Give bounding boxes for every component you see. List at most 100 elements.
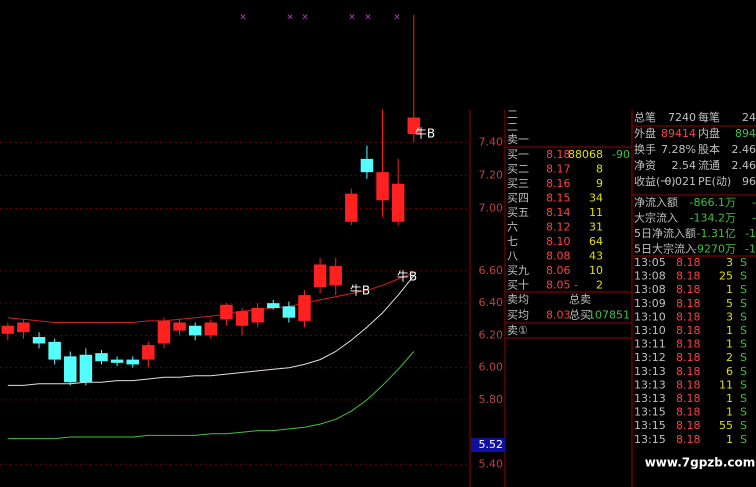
tick-side: S	[740, 406, 747, 419]
tick-price: 8.18	[676, 338, 701, 351]
candle-body	[220, 304, 233, 320]
tick-volume: 1	[726, 324, 733, 337]
buy-volume: 11	[589, 206, 603, 219]
buy-label: 买二	[507, 163, 529, 176]
candle-body	[142, 345, 155, 360]
tick-time: 13:13	[634, 392, 666, 405]
buy-label: 买五	[507, 206, 529, 219]
buy-price: 8.05 -	[546, 279, 578, 292]
stat-value: 894	[735, 127, 756, 140]
tick-time: 13:10	[634, 310, 666, 323]
flow-label: 净流入额	[634, 195, 678, 209]
marker: ×	[239, 13, 247, 23]
summary-label: 买均	[507, 309, 529, 322]
tick-volume: 1	[726, 283, 733, 296]
buy-price: 8.15	[546, 192, 571, 205]
buy-price: 8.18	[546, 148, 571, 161]
markers: × × × × × ×	[239, 13, 401, 23]
buy-label: 七	[507, 235, 518, 248]
buy-volume: 43	[589, 250, 603, 263]
tick-time: 13:09	[634, 297, 666, 310]
y-tick-label: 6.60	[479, 264, 504, 277]
stat-value: 2.54	[672, 159, 697, 172]
tick-time: 13:15	[634, 433, 666, 446]
tick-price: 8.18	[676, 392, 701, 405]
tick-volume: 3	[726, 256, 733, 269]
candle-body	[376, 172, 389, 201]
buy-price: 8.14	[546, 206, 571, 219]
candle-body	[329, 266, 342, 286]
y-tick-label: 5.40	[479, 457, 504, 470]
buy-volume: 88068	[568, 148, 603, 161]
tick-volume: 3	[726, 310, 733, 323]
tick-side: S	[740, 419, 747, 432]
flow-value: -9270万	[693, 243, 736, 256]
candle-body	[267, 303, 280, 308]
y-tick-label: 7.40	[479, 135, 504, 148]
y-tick-label: 7.00	[479, 202, 504, 215]
tick-volume: 1	[726, 392, 733, 405]
current-price-box	[471, 438, 505, 453]
marker: ×	[286, 13, 294, 23]
buy-label: 买一	[507, 148, 529, 161]
buy-price: 8.12	[546, 221, 571, 234]
buy-volume: 10	[589, 264, 603, 277]
flow-value: -1.31亿	[697, 227, 736, 240]
tick-volume: 25	[719, 270, 733, 283]
tick-volume: 2	[726, 351, 733, 364]
stat-value: 2.46	[732, 159, 756, 172]
tick-volume: 55	[719, 419, 733, 432]
candle-body	[79, 354, 93, 383]
tick-side: S	[740, 256, 747, 269]
buy-volume: 9	[596, 177, 603, 190]
moving-average	[7, 275, 415, 386]
candle-body	[204, 322, 218, 336]
tick-price: 8.18	[676, 378, 701, 391]
buy-label: 买四	[507, 192, 529, 205]
buy-price: 8.06	[546, 264, 571, 277]
tick-time: 13:15	[634, 406, 666, 419]
tick-volume: 1	[726, 433, 733, 446]
tick-time: 13:11	[634, 338, 666, 351]
candle-body	[313, 264, 327, 288]
chart-panel	[0, 14, 470, 226]
tick-side: S	[740, 351, 747, 364]
stat-label: 每笔	[698, 110, 720, 124]
flow-value: -1	[745, 243, 756, 256]
annotation: 牛B	[415, 126, 435, 141]
candle-body	[95, 353, 108, 362]
tick-side: S	[740, 433, 747, 446]
tick-price: 8.18	[676, 270, 701, 283]
flow-label: 5日大宗流入	[634, 242, 696, 256]
buy-price: 8.16	[546, 177, 571, 190]
watermark: www.7gpzb.com	[645, 456, 756, 470]
tick-side: S	[740, 324, 747, 337]
tick-price: 8.18	[676, 365, 701, 378]
candle-body	[17, 322, 30, 333]
candle-body	[407, 117, 421, 135]
buy-label: 六	[507, 221, 518, 234]
stat-value: 7240	[668, 111, 696, 124]
summary-value: 8.03	[546, 309, 571, 322]
tick-side: S	[740, 270, 747, 283]
stat-label: 净资	[634, 158, 656, 172]
tick-time: 13:13	[634, 365, 666, 378]
y-tick-label: 6.20	[479, 328, 504, 341]
buy-volume: 2	[596, 279, 603, 292]
marker: ×	[301, 13, 309, 23]
candle-body	[32, 337, 46, 344]
tick-price: 8.18	[676, 351, 701, 364]
buy-label: 八	[507, 250, 518, 263]
flow-value: -866.1万	[690, 196, 736, 209]
tick-time: 13:08	[634, 270, 666, 283]
flow-label: 大宗流入	[634, 211, 678, 225]
moving-average	[7, 272, 414, 323]
candle-body	[391, 183, 405, 222]
buy-price: 8.17	[546, 163, 571, 176]
tick-price: 8.18	[676, 406, 701, 419]
annotation: 牛B	[397, 269, 417, 284]
y-tick-label: 5.80	[479, 393, 504, 406]
buy-label: 买三	[507, 177, 529, 190]
